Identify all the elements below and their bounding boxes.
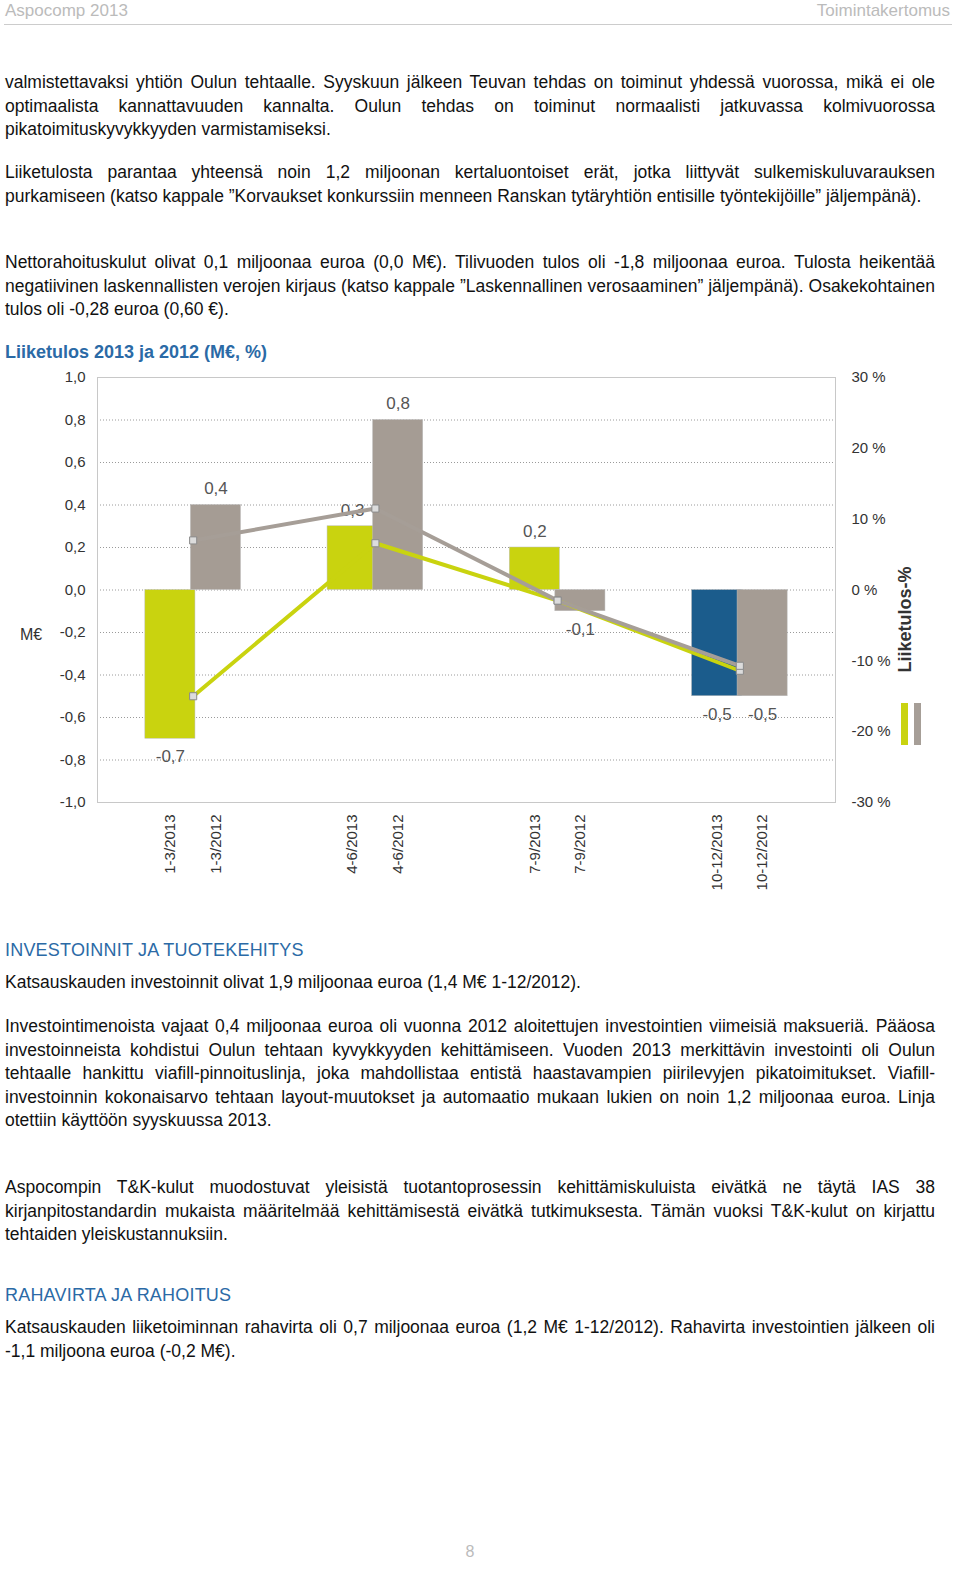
- svg-text:0,6: 0,6: [65, 453, 86, 470]
- html-text:valmistettavaksi yhtiön Oulun: valmistettavaksi yhtiön Oulun tehtaalle.…: [5, 72, 935, 139]
- html-text:M€: M€: [20, 626, 43, 643]
- svg-text:-0,4: -0,4: [60, 666, 86, 683]
- svg-text:-0,1: -0,1: [566, 620, 595, 639]
- html-text:Nettorahoituskulut olivat 0,1: Nettorahoituskulut olivat 0,1 miljoonaa …: [5, 252, 935, 319]
- svg-text:-1,0: -1,0: [60, 793, 86, 810]
- html-text:Liiketulos 2013 ja 2012 (M€, %: Liiketulos 2013 ja 2012 (M€, %): [5, 342, 268, 362]
- svg-text:0,2: 0,2: [65, 538, 86, 555]
- svg-text:0,3: 0,3: [340, 500, 365, 520]
- svg-text:4-6/2013: 4-6/2013: [343, 815, 360, 874]
- html-text:Aspocomp 2013: Aspocomp 2013: [5, 1, 128, 20]
- svg-text:1-3/2013: 1-3/2013: [161, 815, 178, 874]
- html-text:Aspocompin T&K-kulut muodostuv: Aspocompin T&K-kulut muodostuvat yleisis…: [5, 1177, 935, 1244]
- svg-text:-0,6: -0,6: [60, 708, 86, 725]
- svg-text:0 %: 0 %: [852, 581, 878, 598]
- svg-text:-0,2: -0,2: [60, 623, 86, 640]
- html-text:Investointimenoista vajaat 0,4: Investointimenoista vajaat 0,4 miljoonaa…: [5, 1016, 935, 1130]
- svg-text:20 %: 20 %: [852, 439, 886, 456]
- svg-text:7-9/2013: 7-9/2013: [526, 815, 543, 874]
- svg-text:-0,5: -0,5: [748, 705, 777, 724]
- svg-text:-0,8: -0,8: [60, 751, 86, 768]
- svg-text:10-12/2012: 10-12/2012: [753, 815, 770, 891]
- svg-text:-20 %: -20 %: [852, 722, 891, 739]
- svg-text:-10 %: -10 %: [852, 652, 891, 669]
- html-text:INVESTOINNIT JA TUOTEKEHITYS: INVESTOINNIT JA TUOTEKEHITYS: [5, 940, 304, 960]
- svg-text:1,0: 1,0: [65, 368, 86, 385]
- svg-text:0,4: 0,4: [65, 496, 86, 513]
- svg-text:7-9/2012: 7-9/2012: [571, 815, 588, 874]
- html-text:Katsauskauden investoinnit oli: Katsauskauden investoinnit olivat 1,9 mi…: [5, 972, 581, 992]
- html-text:Toimintakertomus: Toimintakertomus: [816, 1, 950, 20]
- svg-text:-0,5: -0,5: [702, 705, 731, 724]
- svg-text:-0,7: -0,7: [156, 747, 185, 766]
- html-text:Liiketulosta parantaa yhteensä: Liiketulosta parantaa yhteensä noin 1,2 …: [5, 162, 935, 206]
- html-text:Katsauskauden liiketoiminnan r: Katsauskauden liiketoiminnan rahavirta o…: [5, 1317, 935, 1361]
- html-text:Liiketulos-%: Liiketulos-%: [894, 566, 915, 673]
- svg-text:30 %: 30 %: [852, 368, 886, 385]
- svg-text:0,8: 0,8: [65, 411, 86, 428]
- svg-text:0,0: 0,0: [65, 581, 86, 598]
- svg-text:1-3/2012: 1-3/2012: [207, 815, 224, 874]
- svg-text:10 %: 10 %: [852, 510, 886, 527]
- html-text:RAHAVIRTA JA RAHOITUS: RAHAVIRTA JA RAHOITUS: [5, 1285, 232, 1305]
- svg-text:0,2: 0,2: [523, 522, 547, 541]
- svg-text:0,4: 0,4: [204, 479, 228, 498]
- svg-text:4-6/2012: 4-6/2012: [389, 815, 406, 874]
- svg-text:10-12/2013: 10-12/2013: [708, 815, 725, 891]
- html-text:8: 8: [465, 1543, 475, 1560]
- svg-text:-30 %: -30 %: [852, 793, 891, 810]
- svg-text:0,8: 0,8: [386, 394, 410, 413]
